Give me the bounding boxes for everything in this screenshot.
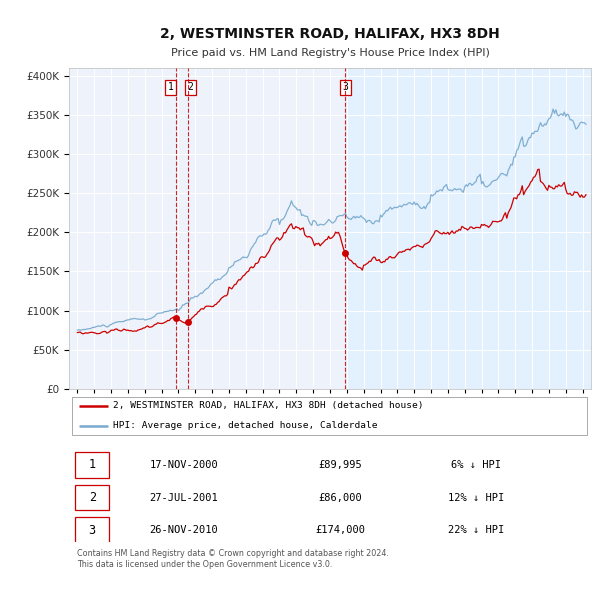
Text: Contains HM Land Registry data © Crown copyright and database right 2024.
This d: Contains HM Land Registry data © Crown c…: [77, 549, 389, 569]
Text: 3: 3: [89, 523, 96, 537]
Text: HPI: Average price, detached house, Calderdale: HPI: Average price, detached house, Cald…: [113, 421, 378, 430]
Text: 27-JUL-2001: 27-JUL-2001: [149, 493, 218, 503]
FancyBboxPatch shape: [75, 484, 109, 510]
Text: Price paid vs. HM Land Registry's House Price Index (HPI): Price paid vs. HM Land Registry's House …: [170, 48, 490, 58]
Text: 2, WESTMINSTER ROAD, HALIFAX, HX3 8DH: 2, WESTMINSTER ROAD, HALIFAX, HX3 8DH: [160, 27, 500, 41]
Text: 17-NOV-2000: 17-NOV-2000: [149, 460, 218, 470]
Text: 3: 3: [342, 83, 348, 93]
Text: 1: 1: [167, 83, 173, 93]
Text: 12% ↓ HPI: 12% ↓ HPI: [448, 493, 504, 503]
Text: 6% ↓ HPI: 6% ↓ HPI: [451, 460, 501, 470]
Text: 26-NOV-2010: 26-NOV-2010: [149, 525, 218, 535]
FancyBboxPatch shape: [75, 517, 109, 543]
Bar: [345, 68, 591, 389]
Text: £174,000: £174,000: [316, 525, 365, 535]
FancyBboxPatch shape: [75, 452, 109, 478]
Text: £86,000: £86,000: [319, 493, 362, 503]
Point: [183, 317, 193, 326]
Text: 22% ↓ HPI: 22% ↓ HPI: [448, 525, 504, 535]
Text: 2: 2: [188, 83, 194, 93]
Text: £89,995: £89,995: [319, 460, 362, 470]
FancyBboxPatch shape: [71, 397, 587, 435]
Point: [340, 248, 350, 257]
Text: 2: 2: [89, 491, 96, 504]
Text: 1: 1: [89, 458, 96, 471]
Text: 2, WESTMINSTER ROAD, HALIFAX, HX3 8DH (detached house): 2, WESTMINSTER ROAD, HALIFAX, HX3 8DH (d…: [113, 401, 424, 410]
Point: [172, 314, 181, 323]
